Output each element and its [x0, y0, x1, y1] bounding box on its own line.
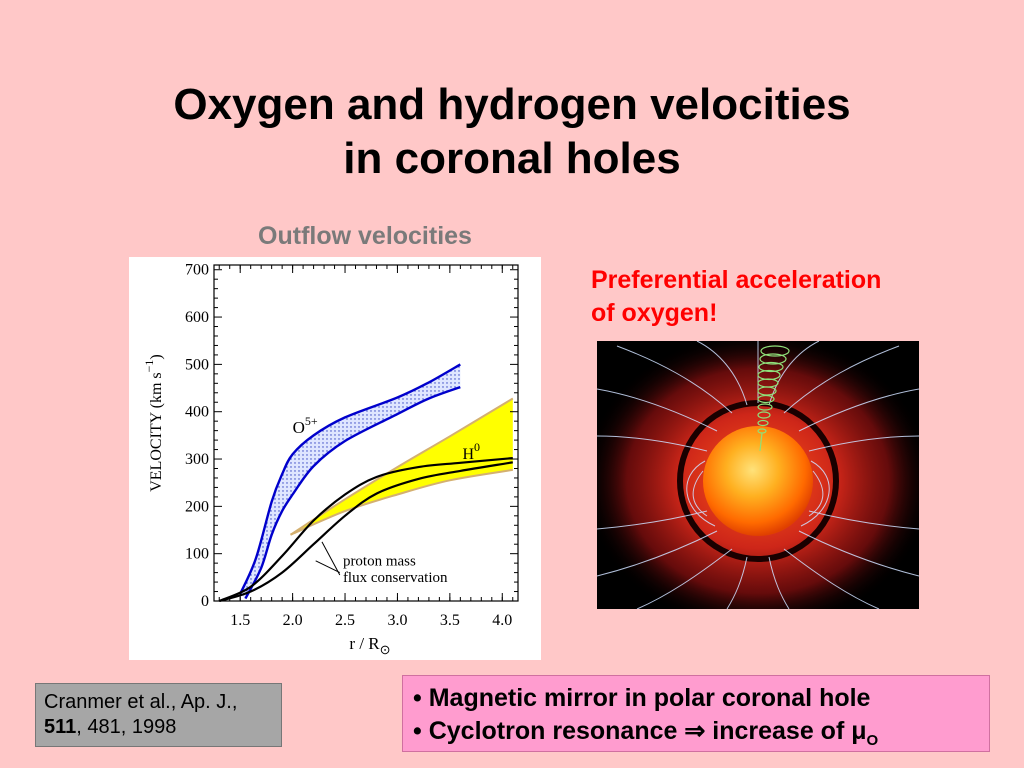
- o5-lower-line: [244, 385, 461, 600]
- y-tick-label: 200: [185, 498, 209, 515]
- x-tick-label: 3.0: [387, 612, 407, 629]
- velocity-chart: 1.5 2.0 2.5 3.0 3.5 4.0 0 100 200 300 400 500 600 700…: [129, 257, 541, 660]
- bullet-item-2: • Cyclotron resonance ⇒ increase of μO: [413, 715, 979, 757]
- y-axis-label: VELOCITY (km s−1): [142, 354, 165, 492]
- citation-pages-year: , 481, 1998: [76, 716, 177, 738]
- y-tick-label: 500: [185, 356, 209, 373]
- citation-box: Cranmer et al., Ap. J., 511, 481, 1998: [35, 683, 282, 747]
- slide-title: Oxygen and hydrogen velocities in corona…: [0, 78, 1024, 186]
- note-line-2: of oxygen!: [591, 299, 718, 327]
- proton-label-line-1: proton mass: [343, 554, 416, 570]
- bullet-text-1: Magnetic mirror in polar coronal hole: [428, 684, 871, 712]
- mu-subscript: O: [866, 732, 879, 749]
- field-lines: [597, 341, 919, 609]
- x-tick-label: 4.0: [492, 612, 512, 629]
- y-tick-label: 300: [185, 451, 209, 468]
- x-tick-label: 2.5: [335, 612, 355, 629]
- title-line-1: Oxygen and hydrogen velocities: [173, 80, 851, 129]
- sun-corona-illustration: [597, 341, 919, 609]
- proton-curve-1: [218, 457, 513, 603]
- velocity-chart-svg: 1.5 2.0 2.5 3.0 3.5 4.0 0 100 200 300 400 500 600 700…: [142, 262, 519, 657]
- proton-label-line-2: flux conservation: [343, 570, 448, 586]
- bullet-text-2-tail: increase of: [712, 717, 845, 745]
- proton-pointer-1: [315, 560, 341, 574]
- preferential-acceleration-note: Preferential acceleration of oxygen!: [591, 264, 971, 330]
- y-tick-label: 0: [201, 593, 209, 610]
- bullet-marker: •: [413, 684, 422, 712]
- y-tick-label: 600: [185, 309, 209, 326]
- y-tick-label: 700: [185, 262, 209, 279]
- x-tick-label: 2.0: [283, 612, 303, 629]
- bullet-box: • Magnetic mirror in polar coronal hole …: [402, 675, 990, 752]
- title-line-2: in coronal holes: [343, 134, 681, 183]
- h0-upper-line: [289, 397, 514, 536]
- solar-disk: [703, 426, 813, 536]
- y-tick-label: 400: [185, 404, 209, 421]
- citation-line-2: 511, 481, 1998: [44, 715, 273, 740]
- bullet-item-1: • Magnetic mirror in polar coronal hole: [413, 682, 979, 715]
- h0-series-label: H0: [462, 440, 480, 463]
- citation-volume: 511: [44, 716, 77, 738]
- h0-lower-line: [290, 468, 513, 536]
- o5-series-label: O5+: [293, 414, 318, 437]
- oxygen-helix: [757, 345, 790, 452]
- chart-subtitle: Outflow velocities: [258, 222, 472, 250]
- mu-symbol: μ: [851, 717, 867, 745]
- note-line-1: Preferential acceleration: [591, 266, 882, 294]
- o5-upper-line: [239, 363, 461, 595]
- citation-line-1: Cranmer et al., Ap. J.,: [44, 691, 238, 713]
- y-tick-label: 100: [185, 546, 209, 563]
- implies-arrow-icon: ⇒: [684, 717, 706, 745]
- o5-band: [240, 364, 461, 599]
- proton-pointer-2: [321, 541, 341, 576]
- sun-corona-image: [597, 341, 919, 609]
- x-axis-label: r / R⊙: [349, 634, 390, 657]
- x-tick-label: 3.5: [440, 612, 460, 629]
- bullet-text-2: Cyclotron resonance: [428, 717, 678, 745]
- bullet-marker: •: [413, 717, 422, 745]
- proton-curve-2: [218, 461, 513, 603]
- x-tick-label: 1.5: [230, 612, 250, 629]
